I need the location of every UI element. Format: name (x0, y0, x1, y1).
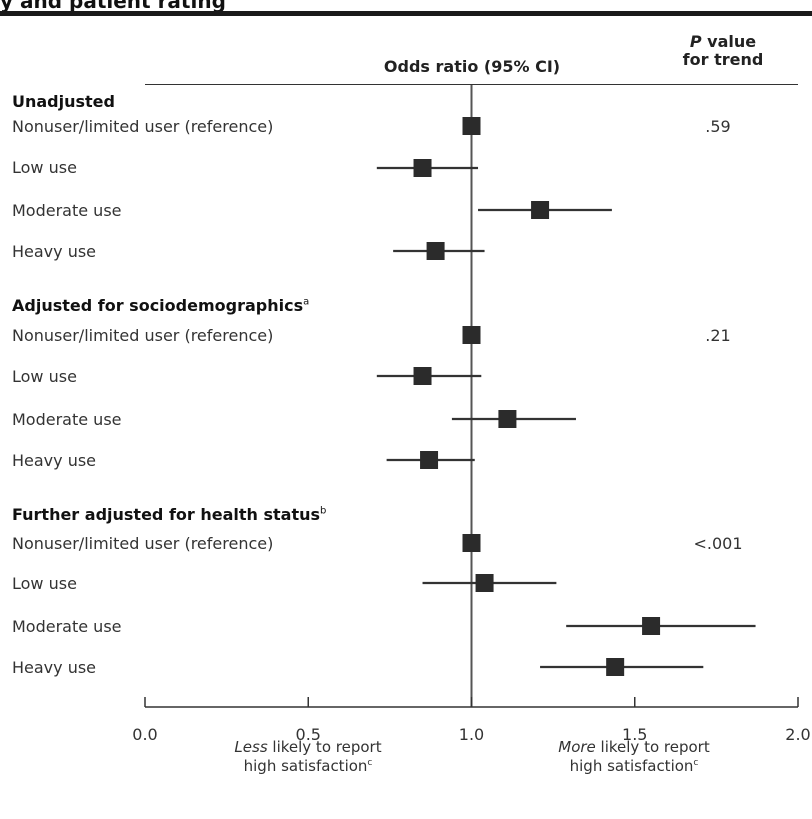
less-likely-rest: likely to report (267, 738, 382, 756)
x-tick-label: 1.5 (622, 725, 647, 744)
less-likely-note: Less likely to report high satisfactionc (188, 738, 428, 776)
more-likely-rest: likely to report (595, 738, 710, 756)
or-marker (462, 117, 481, 135)
less-likely-satisfaction: high satisfaction (243, 757, 368, 775)
p-value-header-rest: value (701, 32, 757, 51)
figure-title-fragment: y and patient rating (0, 0, 226, 13)
or-marker (462, 534, 481, 552)
row-label: Low use (12, 574, 77, 593)
more-likely-satisfaction: high satisfaction (569, 757, 694, 775)
less-likely-italic: Less (234, 738, 268, 756)
group-title-text: Further adjusted for health status (12, 505, 321, 524)
or-marker (498, 410, 517, 428)
x-tick-label: 0.0 (132, 725, 157, 744)
p-value: .59 (705, 117, 731, 136)
or-marker (475, 574, 494, 592)
group-title-text: Adjusted for sociodemographics (12, 296, 304, 315)
group-title-sup: b (320, 505, 327, 517)
row-label: Heavy use (12, 658, 97, 677)
p-value-header-line1: P value (663, 33, 783, 51)
row-label: Heavy use (12, 242, 97, 261)
group-title-text: Unadjusted (12, 92, 115, 111)
row-label: Moderate use (12, 410, 122, 429)
more-likely-sup: c (693, 758, 699, 768)
row-label: Low use (12, 367, 77, 386)
group-title-sup: a (303, 296, 310, 308)
less-likely-line1: Less likely to report (188, 738, 428, 757)
group-title-unadjusted: Unadjusted (12, 92, 115, 111)
group-title-health-status: Further adjusted for health statusb (12, 505, 326, 524)
row-label: Nonuser/limited user (reference) (12, 326, 274, 345)
or-marker (606, 658, 625, 676)
p-value: <.001 (693, 534, 743, 553)
p-value: .21 (705, 326, 731, 345)
x-tick-label: 1.0 (459, 725, 484, 744)
more-likely-italic: More (558, 738, 596, 756)
row-label: Nonuser/limited user (reference) (12, 117, 274, 136)
header-rule (145, 84, 798, 85)
or-marker (413, 367, 432, 385)
p-value-header-italic: P (689, 32, 702, 51)
x-tick-label: 0.5 (296, 725, 321, 744)
p-value-header-line2: for trend (682, 50, 764, 69)
or-marker (413, 159, 432, 177)
or-marker (426, 242, 445, 260)
more-likely-note: More likely to report high satisfactionc (514, 738, 754, 776)
group-title-sociodemographics: Adjusted for sociodemographicsa (12, 296, 309, 315)
x-tick-label: 2.0 (785, 725, 810, 744)
top-rule (0, 11, 812, 16)
or-marker (531, 201, 550, 219)
or-marker (462, 326, 481, 344)
or-marker (642, 617, 661, 635)
p-value-header: P value for trend (663, 33, 783, 69)
less-likely-sup: c (367, 758, 373, 768)
row-label: Nonuser/limited user (reference) (12, 534, 274, 553)
more-likely-line2: high satisfactionc (514, 757, 754, 776)
or-marker (420, 451, 439, 469)
row-label: Heavy use (12, 451, 97, 470)
odds-ratio-header: Odds ratio (95% CI) (383, 57, 561, 76)
less-likely-line2: high satisfactionc (188, 757, 428, 776)
row-label: Low use (12, 158, 77, 177)
row-label: Moderate use (12, 201, 122, 220)
row-label: Moderate use (12, 617, 122, 636)
more-likely-line1: More likely to report (514, 738, 754, 757)
